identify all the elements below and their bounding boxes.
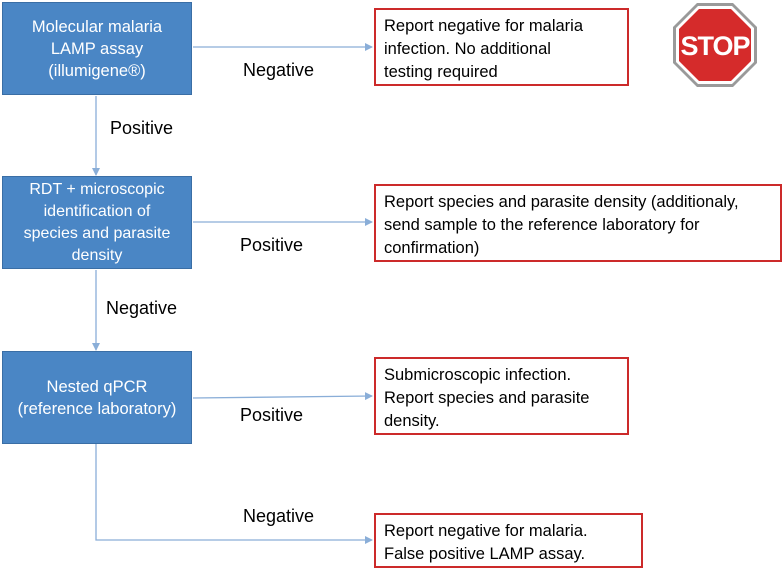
node-rdt-line-3: species and parasite [23,224,171,242]
node-rdt-line-4: density [71,246,123,264]
node-rdt-microscopy: RDT + microscopic identification of spec… [2,176,192,269]
node-rdt-line-2: identification of [43,202,151,220]
edge-label-lamp-negative: Negative [243,60,315,80]
result-negative-line-3: testing required [384,63,498,81]
node-qpcr-line-1: Nested qPCR [46,377,148,396]
result-submicroscopic: Submicroscopic infection. Report species… [374,357,629,435]
result-false-positive: Report negative for malaria. False posit… [374,513,643,568]
result-species-line-3: confirmation) [384,239,480,257]
edge-label-qpcr-positive: Positive [240,405,304,425]
result-false-positive-line-2: False positive LAMP assay. [384,545,586,563]
node-lamp-assay: Molecular malaria LAMP assay (illumigene… [2,2,192,95]
result-species-line-2: send sample to the reference laboratory … [384,216,700,234]
edge-label-lamp-positive: Positive [110,118,174,138]
result-species-line-1: Report species and parasite density (add… [384,193,739,211]
result-submicroscopic-line-2: Report species and parasite [384,389,590,407]
edge-label-qpcr-negative: Negative [243,506,315,526]
result-submicroscopic-line-1: Submicroscopic infection. [384,366,572,384]
node-lamp-line-2: LAMP assay [50,39,144,58]
stop-sign-icon: STOP [673,3,757,87]
node-qpcr-line-2: (reference laboratory) [17,399,177,418]
node-lamp-line-1: Molecular malaria [31,17,163,36]
result-negative-line-2: infection. No additional [384,40,551,58]
result-submicroscopic-line-3: density. [384,412,440,430]
node-nested-qpcr: Nested qPCR (reference laboratory) [2,351,192,444]
result-false-positive-line-1: Report negative for malaria. [384,522,588,540]
node-rdt-line-1: RDT + microscopic [29,180,165,198]
result-negative-line-1: Report negative for malaria [384,17,584,35]
node-lamp-line-3: (illumigene®) [48,61,146,80]
stop-sign-text: STOP [680,31,750,61]
edge-label-rdt-positive: Positive [240,235,304,255]
result-species-density: Report species and parasite density (add… [374,184,782,262]
result-negative-no-testing: Report negative for malaria infection. N… [374,8,629,86]
qpcr-to-false-positive-result-arrow [95,444,373,544]
qpcr-to-submicroscopic-result-arrow [192,392,373,401]
edge-label-rdt-negative: Negative [106,298,178,318]
